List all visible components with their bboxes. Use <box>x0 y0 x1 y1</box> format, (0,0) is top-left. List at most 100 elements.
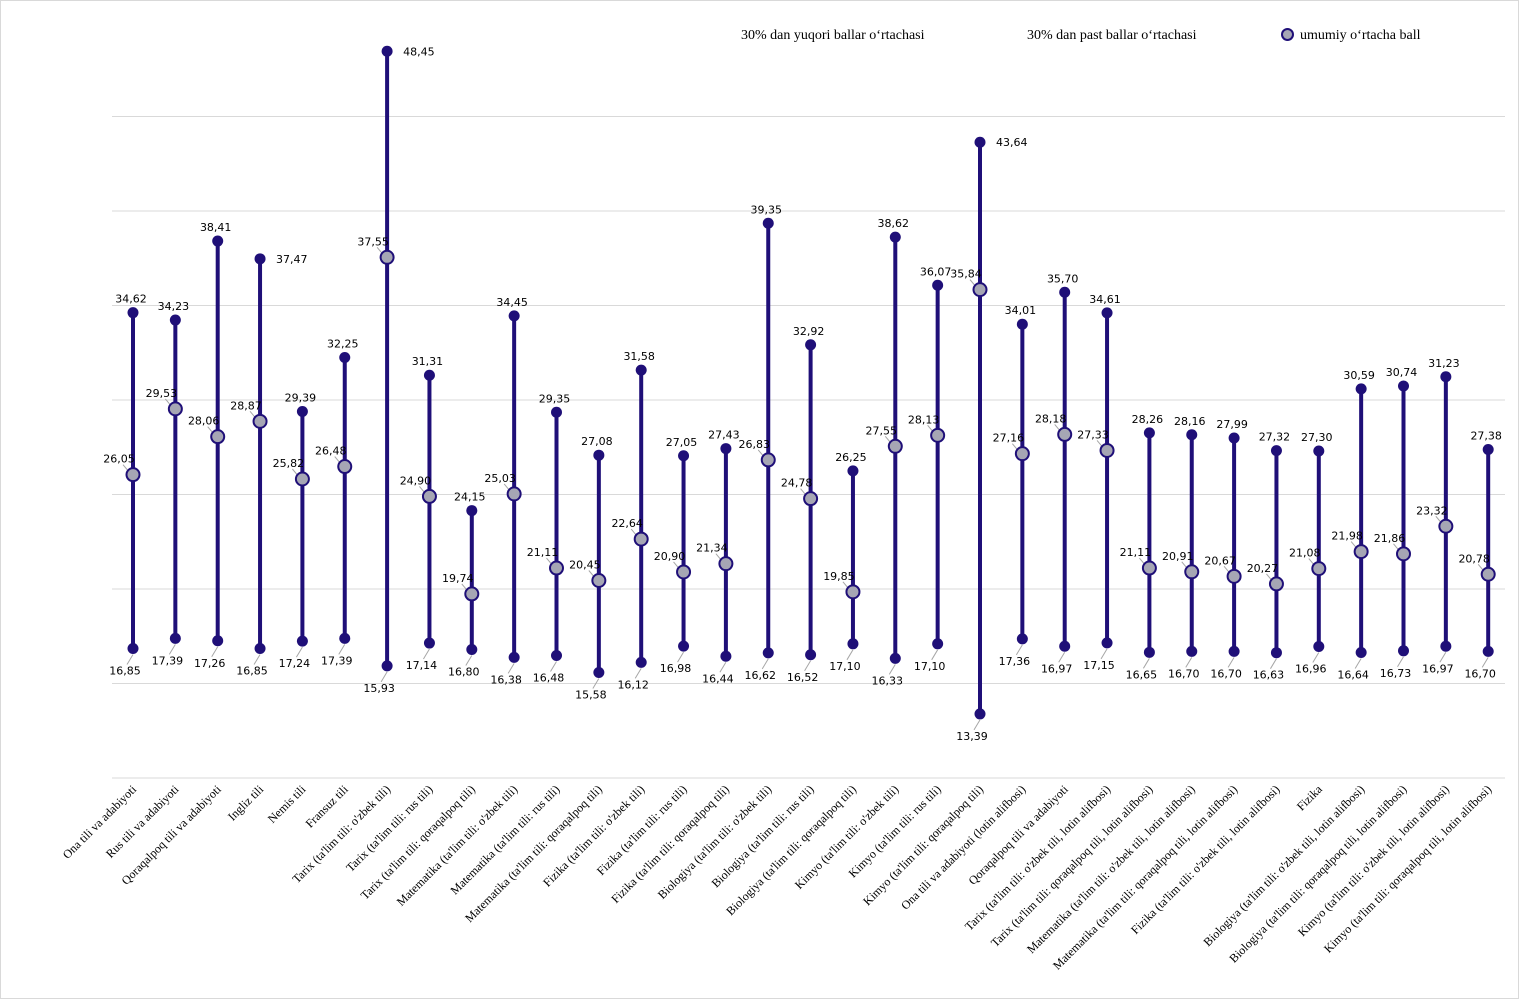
average-leader-line <box>1435 515 1442 523</box>
low-leader-line <box>1397 656 1404 668</box>
high-point <box>847 465 859 477</box>
average-point <box>379 249 395 265</box>
high-value-label: 32,25 <box>327 337 359 350</box>
legend-high: 30% dan yuqori ballar o‘rtachasi <box>741 28 925 44</box>
low-leader-line <box>211 646 219 658</box>
low-leader-line <box>1227 657 1235 668</box>
high-point <box>889 231 901 243</box>
low-point <box>635 656 647 668</box>
low-point <box>212 635 224 647</box>
high-point <box>1228 432 1240 444</box>
high-value-label: 31,23 <box>1428 357 1460 370</box>
average-point <box>845 584 861 600</box>
low-value-label: 15,93 <box>363 682 395 695</box>
high-point <box>593 449 605 461</box>
average-point <box>1268 576 1284 592</box>
low-value-label: 17,26 <box>194 657 226 670</box>
low-leader-line <box>931 649 939 661</box>
average-leader-line <box>461 583 468 591</box>
low-point <box>1440 640 1452 652</box>
low-leader-line <box>1354 658 1362 669</box>
data-labels: 34,62 16,85 26,05 34,23 17,39 29,53 38,41 17,26… <box>103 45 1502 743</box>
low-leader-line <box>507 663 515 674</box>
high-point <box>466 505 478 517</box>
high-value-label: 34,01 <box>1005 304 1037 317</box>
average-leader-line <box>715 553 722 560</box>
average-value-label: 28,18 <box>1035 412 1067 425</box>
average-leader-line <box>419 486 425 493</box>
low-leader-line <box>888 664 896 675</box>
low-point <box>1482 645 1494 657</box>
high-value-label: 27,38 <box>1470 430 1502 443</box>
average-leader-line <box>1477 563 1484 571</box>
low-value-label: 16,33 <box>872 674 904 687</box>
low-leader-line <box>253 654 261 665</box>
low-value-label: 17,10 <box>914 660 946 673</box>
low-point <box>932 638 944 650</box>
high-point <box>381 45 393 57</box>
low-leader-line <box>804 660 812 672</box>
average-value-label: 24,78 <box>781 477 813 490</box>
low-point <box>889 652 901 664</box>
low-point <box>1313 640 1325 652</box>
average-value-label: 23,32 <box>1416 504 1448 517</box>
average-value-label: 29,53 <box>146 387 178 400</box>
low-leader-line <box>1100 648 1108 660</box>
high-value-label: 27,30 <box>1301 431 1333 444</box>
low-leader-line <box>1312 652 1320 663</box>
low-value-label: 16,63 <box>1253 669 1285 682</box>
average-value-label: 27,55 <box>866 424 898 437</box>
high-point <box>635 364 647 376</box>
legend-overall-marker-icon <box>1281 28 1294 42</box>
low-value-label: 17,36 <box>999 655 1031 668</box>
average-leader-line <box>503 483 510 491</box>
average-point <box>252 413 268 429</box>
average-value-label: 21,86 <box>1374 532 1406 545</box>
low-point <box>381 660 393 672</box>
average-value-label: 26,83 <box>739 438 771 451</box>
low-leader-line <box>168 644 176 655</box>
average-point <box>1184 564 1200 580</box>
low-value-label: 16,85 <box>109 665 141 678</box>
high-point <box>805 339 817 351</box>
low-leader-line <box>719 662 727 673</box>
average-leader-line <box>842 581 849 589</box>
high-point <box>1355 383 1367 395</box>
low-value-label: 16,64 <box>1337 669 1369 682</box>
data-points <box>125 45 1496 720</box>
average-point <box>972 282 988 298</box>
x-axis-category-label: Ingliz tili <box>225 782 267 824</box>
average-value-label: 19,74 <box>442 572 474 585</box>
high-value-label: 34,45 <box>496 296 528 309</box>
high-value-label: 27,43 <box>708 429 740 442</box>
average-point <box>1353 544 1369 560</box>
average-leader-line <box>164 398 171 406</box>
high-value-label: 28,26 <box>1132 413 1164 426</box>
high-point <box>1482 444 1494 456</box>
low-point <box>1270 647 1282 659</box>
average-leader-line <box>122 464 129 471</box>
average-leader-line <box>249 411 256 418</box>
average-value-label: 21,98 <box>1331 530 1363 543</box>
average-point <box>1014 446 1030 462</box>
high-point <box>169 314 181 326</box>
x-axis-category-label: Rus tili va adabiyoti <box>103 782 182 861</box>
high-value-label: 48,45 <box>403 45 435 58</box>
average-leader-line <box>1011 443 1018 450</box>
average-point <box>210 429 226 445</box>
low-value-label: 16,38 <box>490 673 522 686</box>
average-value-label: 20,45 <box>569 558 601 571</box>
low-value-label: 16,12 <box>617 678 649 691</box>
average-leader-line <box>1393 543 1399 551</box>
low-value-label: 17,15 <box>1083 659 1115 672</box>
average-value-label: 20,90 <box>654 550 686 563</box>
low-value-label: 16,98 <box>660 662 692 675</box>
average-value-label: 25,03 <box>484 472 516 485</box>
high-value-label: 27,08 <box>581 435 613 448</box>
low-value-label: 16,73 <box>1380 667 1412 680</box>
average-value-label: 26,48 <box>315 445 347 458</box>
low-leader-line <box>846 649 854 661</box>
low-point <box>127 643 139 655</box>
